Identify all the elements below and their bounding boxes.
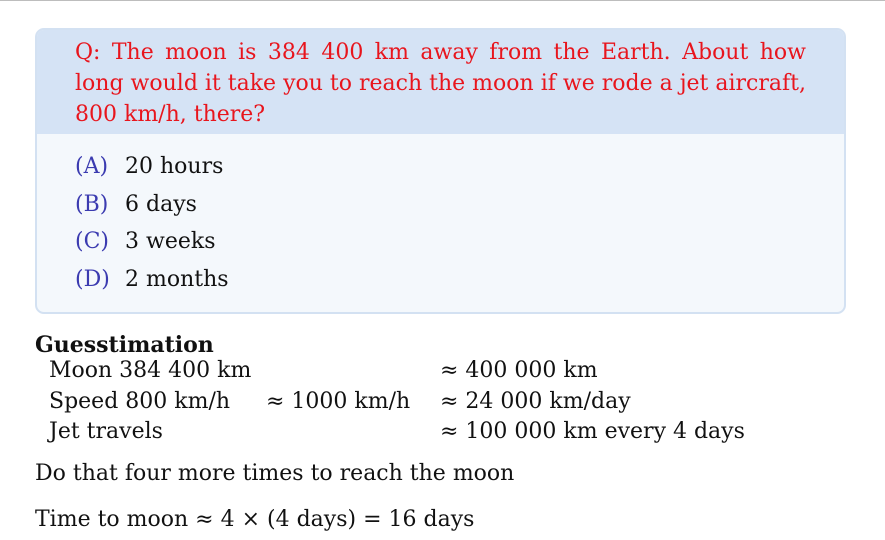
option-letter: (D) [75, 266, 110, 292]
option-text: 2 months [125, 266, 229, 292]
row-label: Speed 800 km/h [49, 389, 231, 414]
option-text: 20 hours [125, 154, 224, 179]
question-text: Q: The moon is 384 400 km away from the … [37, 30, 844, 134]
row-result: ≈ 24 000 km/day [440, 389, 631, 414]
option-letter: (C) [75, 229, 109, 254]
options-list: (A) 20 hours (B) 6 days (C) 3 weeks (D) 2 mo… [37, 134, 844, 298]
option-c[interactable]: (C) 3 weeks [75, 223, 844, 261]
option-text: 6 days [125, 191, 197, 217]
row-label: Moon 384 400 km [49, 358, 252, 383]
guesstimation-title: Guesstimation [35, 332, 214, 358]
option-b[interactable]: (B) 6 days [75, 186, 844, 224]
answer-text: Time to moon ≈ 4 × (4 days) = 16 days [35, 507, 475, 532]
option-letter: (B) [75, 191, 109, 217]
row-label: Jet travels [49, 419, 163, 444]
option-d[interactable]: (D) 2 months [75, 261, 844, 299]
top-divider [0, 0, 885, 1]
conclusion-text: Do that four more times to reach the moo… [35, 461, 515, 486]
option-text: 3 weeks [125, 229, 216, 254]
row-approx: ≈ 1000 km/h [266, 389, 411, 414]
option-letter: (A) [75, 154, 109, 179]
row-result: ≈ 100 000 km every 4 days [440, 419, 745, 444]
question-card: Q: The moon is 384 400 km away from the … [35, 28, 846, 314]
option-a[interactable]: (A) 20 hours [75, 148, 844, 186]
row-result: ≈ 400 000 km [440, 358, 598, 383]
